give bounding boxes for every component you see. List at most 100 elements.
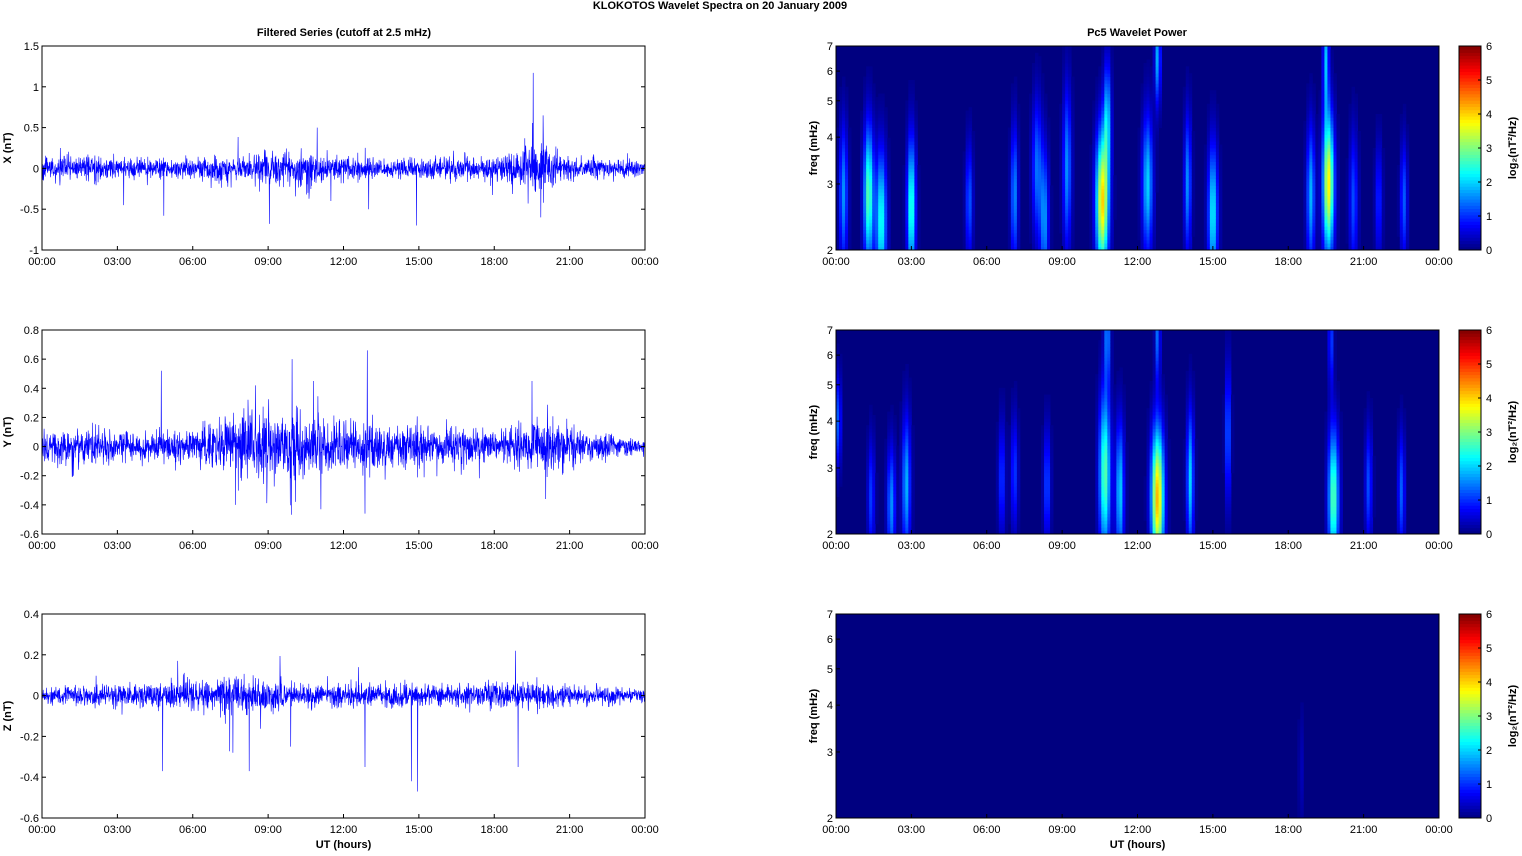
x-wavelet-cell: [1159, 49, 1162, 53]
x-wavelet-cell: [1065, 131, 1068, 135]
x-wavelet-cell: [1110, 219, 1113, 223]
x-series-xtick-label: 09:00: [254, 256, 282, 268]
x-wavelet-cell: [884, 182, 887, 186]
x-wavelet-cell: [1324, 240, 1327, 244]
x-wavelet-cell: [1352, 165, 1355, 169]
x-wavelet-cell: [1095, 117, 1098, 121]
x-wavelet-cell: [1403, 199, 1406, 203]
x-wavelet-cell: [1089, 236, 1092, 240]
x-wavelet-cell: [1306, 182, 1309, 186]
x-wavelet-cell: [1071, 124, 1074, 128]
x-wavelet-cell: [902, 213, 905, 217]
x-wavelet-cell: [1141, 243, 1144, 247]
x-wavelet-cell: [1189, 213, 1192, 217]
x-wavelet-cell: [1327, 196, 1330, 200]
x-wavelet-cell: [963, 223, 966, 227]
x-wavelet-cell: [869, 243, 872, 247]
x-wavelet-cell: [1406, 243, 1409, 247]
y-wavelet-cell: [893, 435, 896, 439]
figure-title: KLOKOTOS Wavelet Spectra on 20 January 2…: [593, 0, 847, 12]
x-wavelet-cell: [1321, 131, 1324, 135]
x-wavelet-cell: [1153, 141, 1156, 145]
x-wavelet-cell: [1333, 196, 1336, 200]
x-wavelet-cell: [1324, 243, 1327, 247]
x-wavelet-cell: [1038, 63, 1041, 67]
x-wavelet-cell: [1306, 155, 1309, 159]
x-wavelet-cell: [1095, 243, 1098, 247]
x-wavelet-cell: [1318, 90, 1321, 94]
x-wavelet-cell: [905, 151, 908, 155]
x-wavelet-cell: [1065, 216, 1068, 220]
x-wavelet-cell: [1333, 185, 1336, 189]
x-wavelet-cell: [911, 90, 914, 94]
x-wavelet-cell: [1213, 111, 1216, 115]
x-wavelet-cell: [836, 134, 839, 138]
x-wavelet-cell: [836, 185, 839, 189]
y-wavelet-cell: [908, 507, 911, 511]
x-wavelet-cell: [872, 216, 875, 220]
x-wavelet-cell: [1210, 134, 1213, 138]
x-wavelet-cell: [911, 240, 914, 244]
x-wavelet-cell: [1032, 114, 1035, 118]
x-wavelet-cell: [1035, 134, 1038, 138]
x-wavelet-cell: [860, 162, 863, 166]
x-wavelet-colorbar-step: [1459, 110, 1481, 114]
y-wavelet-cell: [872, 527, 875, 531]
x-wavelet-cell: [1071, 226, 1074, 230]
y-wavelet-cell: [836, 486, 839, 490]
x-wavelet-cell: [1098, 100, 1101, 104]
x-wavelet-cell: [1204, 240, 1207, 244]
x-wavelet-cell: [1336, 138, 1339, 142]
x-wavelet-cell: [881, 162, 884, 166]
x-wavelet-cell: [1101, 236, 1104, 240]
x-wavelet-cell: [1379, 236, 1382, 240]
x-wavelet-cell: [1327, 107, 1330, 111]
x-wavelet-cell: [872, 155, 875, 159]
x-wavelet-cell: [1210, 219, 1213, 223]
x-wavelet-cell: [1397, 233, 1400, 237]
x-wavelet-cell: [1107, 243, 1110, 247]
y-wavelet-cell: [875, 473, 878, 477]
x-wavelet-cell: [1312, 97, 1315, 101]
x-wavelet-cell: [914, 196, 917, 200]
x-wavelet-cell: [1213, 223, 1216, 227]
x-wavelet-cell: [1041, 192, 1044, 196]
y-wavelet-cell: [899, 514, 902, 518]
x-wavelet-cell: [887, 206, 890, 210]
x-wavelet-cell: [911, 131, 914, 135]
x-wavelet-cell: [1017, 104, 1020, 108]
x-wavelet-cell: [905, 226, 908, 230]
x-wavelet-cell: [872, 87, 875, 91]
x-wavelet-cell: [911, 80, 914, 84]
x-wavelet-colorbar-step: [1459, 97, 1481, 101]
x-wavelet-colorbar-step: [1459, 240, 1481, 244]
x-wavelet-cell: [914, 175, 917, 179]
x-wavelet-cell: [1150, 87, 1153, 91]
x-wavelet-cell: [1113, 185, 1116, 189]
x-wavelet-cell: [1355, 141, 1358, 145]
y-wavelet-cell: [866, 517, 869, 521]
x-wavelet-cell: [1189, 80, 1192, 84]
x-wavelet-cell: [1216, 175, 1219, 179]
x-wavelet-cell: [1318, 168, 1321, 172]
x-wavelet-cell: [1406, 151, 1409, 155]
x-wavelet-cell: [1376, 213, 1379, 217]
x-wavelet-cell: [902, 189, 905, 193]
x-wavelet-cell: [842, 131, 845, 135]
x-wavelet-cell: [1098, 172, 1101, 176]
x-wavelet-cell: [1101, 90, 1104, 94]
x-wavelet-cell: [1321, 97, 1324, 101]
x-wavelet-cell: [1330, 138, 1333, 142]
x-wavelet-cell: [1008, 226, 1011, 230]
x-wavelet-cell: [1032, 131, 1035, 135]
x-wavelet-cell: [1306, 83, 1309, 87]
x-wavelet-cell: [1403, 145, 1406, 149]
x-wavelet-cell: [1017, 202, 1020, 206]
x-wavelet-cell: [878, 199, 881, 203]
x-wavelet-cell: [1379, 168, 1382, 172]
x-wavelet-cell: [878, 124, 881, 128]
y-wavelet-cell: [902, 490, 905, 494]
x-wavelet-cell: [905, 185, 908, 189]
x-wavelet-cell: [914, 138, 917, 142]
y-wavelet-cell: [869, 500, 872, 504]
